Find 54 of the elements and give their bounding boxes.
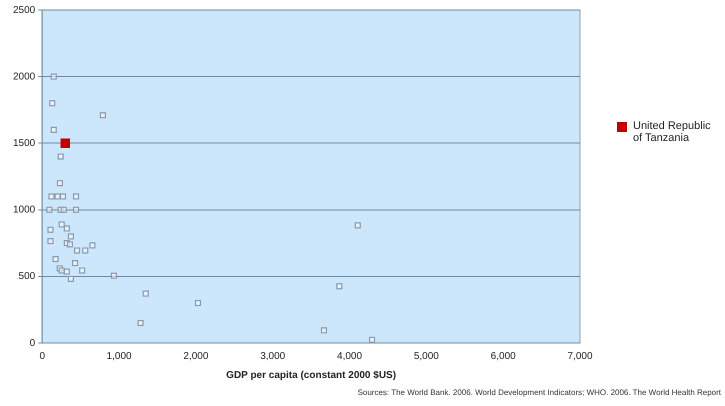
point [68, 233, 74, 240]
point [82, 247, 88, 254]
point [79, 267, 86, 274]
point [49, 100, 56, 106]
point [72, 206, 80, 213]
point [54, 193, 61, 200]
point [320, 327, 328, 334]
point [354, 222, 361, 228]
point [64, 268, 70, 275]
point [64, 225, 70, 232]
y-tick-label: 500 [18, 271, 36, 282]
point [46, 206, 52, 213]
point [72, 260, 78, 266]
point [66, 241, 73, 248]
y-tick-label: 1000 [12, 204, 36, 216]
point [194, 300, 202, 306]
y-tick-label: 2000 [12, 71, 36, 82]
point [60, 206, 67, 213]
point [368, 336, 376, 343]
point [58, 221, 65, 228]
x-tick-label: 7,000 [567, 350, 593, 362]
point [110, 272, 117, 279]
y-tick-label: 2500 [12, 4, 36, 16]
y-tick-label: 0 [30, 338, 36, 349]
source-note: Sources: The World Bank. 2006. World Development Indicators; WHO. 2006. The World Health Report [358, 388, 721, 397]
point [60, 193, 66, 200]
point [336, 283, 342, 290]
point [100, 112, 106, 118]
x-tick-label: 1,000 [106, 350, 132, 362]
point [56, 180, 63, 186]
x-tick-label: 5,000 [414, 350, 440, 362]
point [52, 256, 59, 262]
point [58, 267, 65, 274]
x-tick-label: 0 [39, 350, 46, 362]
x-tick-label: 6,000 [490, 350, 516, 362]
point [138, 320, 144, 326]
x-axis-title: GDP per capita (constant 2000 $US) [226, 370, 396, 381]
y-tick-label: 1500 [12, 138, 36, 149]
point [47, 238, 54, 244]
point [50, 74, 57, 80]
point [47, 226, 54, 233]
point [50, 126, 57, 133]
point [72, 193, 80, 200]
x-tick-label: 3,000 [260, 350, 286, 362]
point [48, 193, 55, 200]
point [142, 290, 149, 297]
point [74, 247, 80, 254]
x-tick-label: 4,000 [337, 350, 362, 362]
point [58, 153, 64, 160]
point [60, 138, 70, 148]
point [68, 276, 74, 282]
x-tick-label: 2,000 [183, 350, 209, 362]
legend-label: United Republic of Tanzania [633, 120, 712, 144]
point [89, 242, 96, 248]
